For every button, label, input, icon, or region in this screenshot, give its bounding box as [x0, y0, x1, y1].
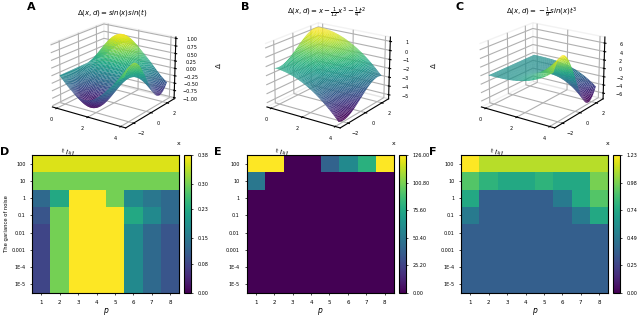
- Y-axis label: x: x: [606, 141, 610, 146]
- Y-axis label: x: x: [392, 141, 396, 146]
- Text: C: C: [456, 2, 464, 12]
- Text: A: A: [27, 2, 35, 12]
- Text: F: F: [429, 147, 436, 157]
- Title: $\Delta(x,d) = -\frac{1}{9}sin(x)t^3$: $\Delta(x,d) = -\frac{1}{9}sin(x)t^3$: [506, 6, 577, 20]
- X-axis label: t [s]: t [s]: [275, 148, 289, 156]
- X-axis label: t [s]: t [s]: [61, 148, 74, 156]
- Title: $\Delta(x,d) = sin(x)sin(t)$: $\Delta(x,d) = sin(x)sin(t)$: [77, 7, 147, 18]
- Y-axis label: x: x: [177, 141, 181, 146]
- Text: D: D: [0, 147, 9, 157]
- X-axis label: $p$: $p$: [532, 306, 538, 317]
- X-axis label: t [s]: t [s]: [490, 148, 503, 156]
- Text: E: E: [214, 147, 222, 157]
- Y-axis label: The gariance of noise: The gariance of noise: [4, 196, 8, 252]
- Title: $\Delta(x,d) = x - \frac{1}{12}x^3 - \frac{1}{4}t^2$: $\Delta(x,d) = x - \frac{1}{12}x^3 - \fr…: [287, 6, 366, 20]
- X-axis label: $p$: $p$: [102, 306, 109, 317]
- X-axis label: $p$: $p$: [317, 306, 324, 317]
- Text: B: B: [241, 2, 250, 12]
